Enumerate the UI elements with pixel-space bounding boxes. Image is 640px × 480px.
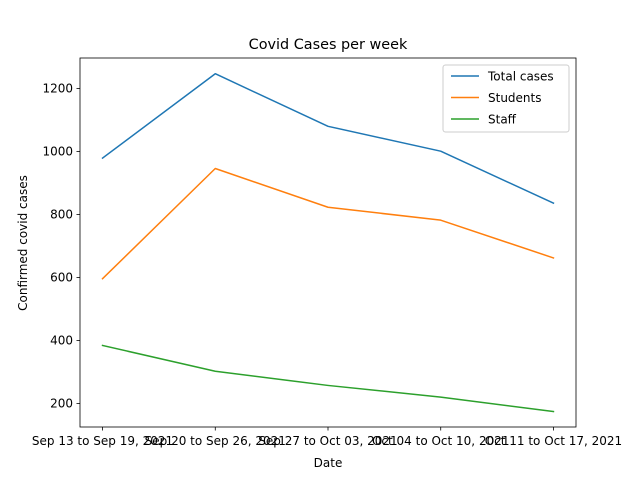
plot-area xyxy=(79,57,577,428)
x-axis-label: Date xyxy=(314,456,343,470)
legend-label: Students xyxy=(488,91,542,105)
legend: Total cases Students Staff xyxy=(442,64,570,133)
y-tick-label: 1200 xyxy=(42,82,73,96)
x-tick-label: Sep 27 to Oct 03, 2021 xyxy=(258,434,397,448)
series-line-staff xyxy=(101,344,555,413)
series-line-students xyxy=(101,167,555,280)
legend-label: Total cases xyxy=(487,69,554,83)
legend-box xyxy=(442,64,570,133)
series-line-total-cases xyxy=(101,72,555,205)
chart-title: Covid Cases per week xyxy=(249,37,408,53)
x-tick-label: Sep 13 to Sep 19, 2021 xyxy=(32,434,173,448)
x-tick-label: Sep 20 to Sep 26, 2021 xyxy=(145,434,286,448)
y-tick-label: 200 xyxy=(50,397,73,411)
x-tick-label: Oct 11 to Oct 17, 2021 xyxy=(485,434,623,448)
y-axis: 200 400 600 800 1000 1200 xyxy=(42,82,80,411)
y-tick-label: 800 xyxy=(50,208,73,222)
y-tick-label: 400 xyxy=(50,334,73,348)
y-tick-label: 600 xyxy=(50,271,73,285)
y-tick-label: 1000 xyxy=(42,145,73,159)
x-tick-label: Oct 04 to Oct 10, 2021 xyxy=(372,434,510,448)
legend-label: Staff xyxy=(488,112,517,126)
y-axis-label: Confirmed covid cases xyxy=(16,175,30,311)
